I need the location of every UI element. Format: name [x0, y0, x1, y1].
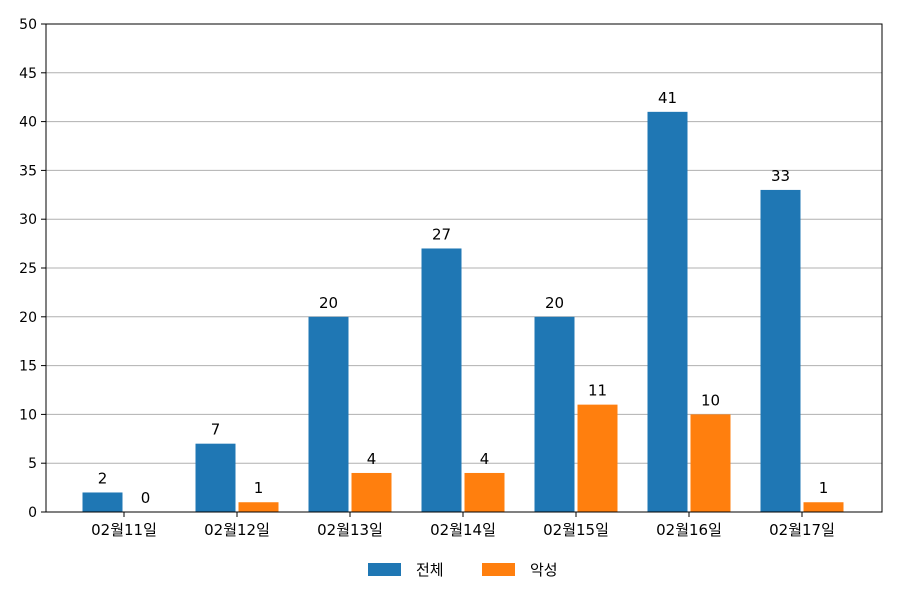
data-label: 4 [480, 450, 490, 468]
bar-total [308, 316, 349, 512]
data-label: 33 [771, 167, 790, 185]
data-label: 4 [367, 450, 377, 468]
data-label: 0 [141, 489, 151, 507]
legend-label: 전체 [416, 561, 444, 579]
legend: 전체 악성 [368, 561, 558, 579]
y-tick-label: 35 [19, 163, 37, 179]
bar-malicious [690, 414, 731, 512]
x-tick-label: 02월14일 [430, 521, 496, 539]
bars [82, 111, 844, 513]
y-tick-label: 30 [19, 212, 37, 228]
bar-total [534, 316, 575, 512]
y-tick-label: 25 [19, 261, 37, 277]
y-tick-label: 50 [19, 17, 37, 33]
data-label: 2 [98, 469, 108, 487]
bar-total [82, 492, 123, 512]
legend-swatch [368, 563, 401, 576]
data-label: 1 [819, 479, 829, 497]
y-tick-label: 20 [19, 310, 37, 326]
data-label: 27 [432, 225, 451, 243]
y-tick-label: 40 [19, 115, 37, 131]
y-axis: 0 5 10 15 20 25 30 35 40 45 50 [19, 17, 46, 521]
data-label: 10 [701, 391, 720, 409]
bar-total [647, 111, 688, 512]
bar-malicious [803, 502, 844, 512]
bar-total [195, 443, 236, 512]
bar-malicious [238, 502, 279, 512]
x-tick-label: 02월11일 [91, 521, 157, 539]
bar-malicious [464, 472, 505, 512]
plot-frame [45, 23, 883, 513]
bar-malicious [577, 404, 618, 512]
x-tick-label: 02월13일 [317, 521, 383, 539]
data-label: 41 [658, 89, 677, 107]
x-tick-label: 02월12일 [204, 521, 270, 539]
bar-malicious [351, 472, 392, 512]
bar-total [421, 248, 462, 513]
x-tick-label: 02월15일 [543, 521, 609, 539]
legend-label: 악성 [530, 561, 558, 579]
x-tick-label: 02월16일 [656, 521, 722, 539]
x-tick-label: 02월17일 [769, 521, 835, 539]
data-label: 11 [588, 382, 607, 400]
data-label: 1 [254, 479, 264, 497]
x-axis: 02월11일 02월12일 02월13일 02월14일 02월15일 02월16일 02월1… [91, 512, 835, 539]
y-tick-label: 0 [28, 505, 37, 521]
legend-swatch [482, 563, 515, 576]
data-label: 7 [211, 421, 221, 439]
y-tick-label: 15 [19, 359, 37, 375]
data-label: 20 [545, 294, 564, 312]
y-tick-label: 45 [19, 66, 37, 82]
gridlines [46, 72, 882, 464]
y-tick-label: 10 [19, 407, 37, 423]
bar-total [760, 189, 801, 513]
y-tick-label: 5 [28, 456, 37, 472]
data-label: 20 [319, 294, 338, 312]
